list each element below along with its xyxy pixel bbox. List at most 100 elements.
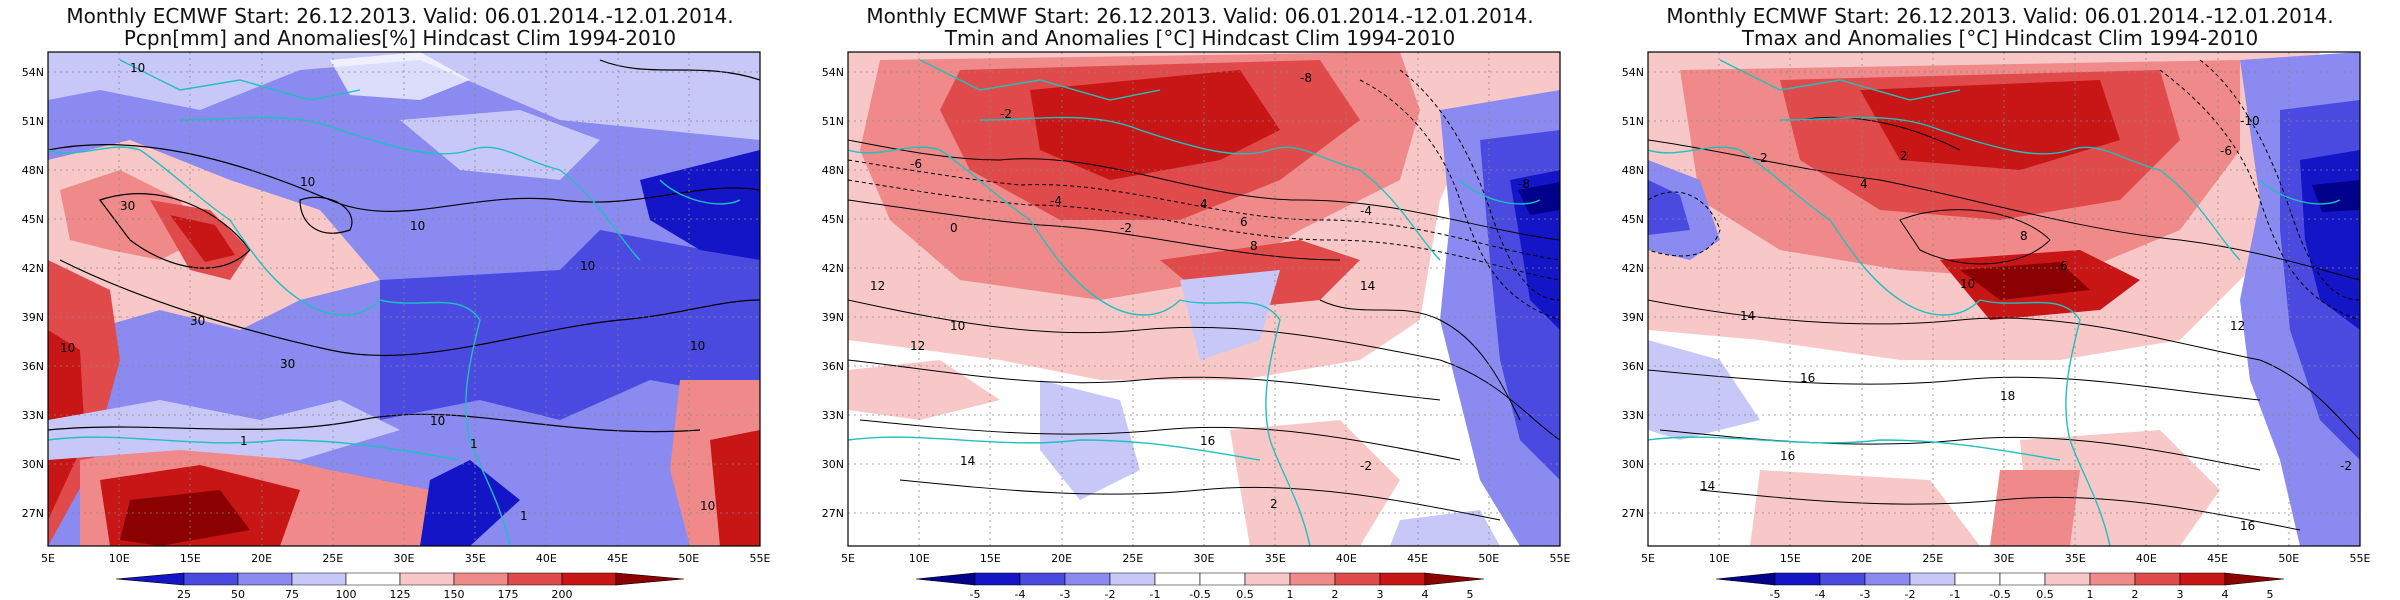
longitude-label: 5E	[841, 552, 855, 565]
contour-label: 10	[1960, 277, 1975, 291]
latitude-label: 51N	[1622, 115, 1644, 128]
latitude-label: 27N	[22, 507, 44, 520]
contour-label: 12	[910, 339, 925, 353]
colorbar-segment	[974, 572, 1021, 586]
contour-label: 10	[300, 175, 315, 189]
colorbar-label: -0.5	[1989, 588, 2010, 600]
contour-label: 4	[1860, 177, 1868, 191]
colorbar: -5 -4 -3 -2 -1 -0.5 0.5 1 2 3 4 5	[915, 572, 1485, 600]
colorbar-segment	[1109, 572, 1156, 586]
contour-label: -8	[1518, 177, 1530, 191]
contour-label: 16	[1780, 449, 1795, 463]
colorbar-label: 0.5	[2036, 588, 2054, 600]
contour-label: 10	[430, 414, 445, 428]
climatology-contours	[1648, 59, 2360, 531]
latitude-labels: 54N 51N 48N 45N 42N 39N 36N 33N 30N 27N	[822, 66, 844, 520]
contour-label: 10	[700, 499, 715, 513]
colorbar-label: -3	[1060, 588, 1071, 600]
contour-label: 2	[1270, 497, 1278, 511]
latitude-labels: 54N 51N 48N 45N 42N 39N 36N 33N 30N 27N	[1622, 66, 1644, 520]
contour-label: 6	[2060, 259, 2068, 273]
contour-label: 30	[190, 314, 205, 328]
graticule	[848, 52, 1560, 546]
latitude-label: 45N	[22, 213, 44, 226]
colorbar-label: 2	[1332, 588, 1339, 600]
panel-precipitation: Monthly ECMWF Start: 26.12.2013. Valid: …	[0, 0, 800, 600]
colorbar-segment	[507, 572, 563, 586]
longitude-label: 35E	[2065, 552, 2086, 565]
colorbar-segment	[345, 572, 401, 586]
colorbar-label: -2	[1905, 588, 1916, 600]
latitude-label: 30N	[22, 458, 44, 471]
colorbar-segment	[1864, 572, 1911, 586]
contour-label: 8	[1250, 239, 1258, 253]
panel-title-line1: Monthly ECMWF Start: 26.12.2013. Valid: …	[1666, 4, 2334, 28]
longitude-label: 40E	[2136, 552, 2157, 565]
contour-label: -10	[2240, 114, 2260, 128]
colorbar-label: -0.5	[1189, 588, 1210, 600]
contour-label: 1	[520, 509, 528, 523]
colorbar-segment	[1819, 572, 1866, 586]
contour-label: 16	[1800, 371, 1815, 385]
latitude-label: 36N	[1622, 360, 1644, 373]
contour-labels: 10 10 30 30 10 10 10 30 10 1 1 1 10 10	[60, 61, 715, 523]
colorbar-label: -1	[1950, 588, 1961, 600]
contour-label: 10	[410, 219, 425, 233]
colorbar-segment	[1154, 572, 1201, 586]
colorbar-label: 75	[285, 588, 299, 600]
longitude-label: 35E	[465, 552, 486, 565]
colorbar-segment	[2089, 572, 2136, 586]
coastlines	[848, 59, 1541, 546]
colorbar-label: 100	[336, 588, 357, 600]
panel-tmin: Monthly ECMWF Start: 26.12.2013. Valid: …	[800, 0, 1600, 600]
longitude-label: 20E	[1051, 552, 1072, 565]
longitude-label: 40E	[1336, 552, 1357, 565]
colorbar-segment	[1379, 572, 1426, 586]
map-frame	[47, 51, 761, 547]
colorbar-label: 4	[2222, 588, 2229, 600]
contour-label: -4	[1360, 204, 1372, 218]
latitude-label: 48N	[1622, 164, 1644, 177]
colorbar-segment	[1424, 572, 1485, 586]
panel-title-line2: Tmin and Anomalies [°C] Hindcast Clim 19…	[944, 26, 1456, 50]
longitude-labels: 5E 10E 15E 20E 25E 30E 35E 40E 45E 50E 55E	[41, 552, 770, 565]
longitude-label: 20E	[251, 552, 272, 565]
coastlines	[48, 59, 741, 546]
latitude-label: 51N	[22, 115, 44, 128]
contour-label: 30	[280, 357, 295, 371]
longitude-label: 25E	[1122, 552, 1143, 565]
longitude-label: 15E	[980, 552, 1001, 565]
contour-label: 14	[1740, 309, 1755, 323]
colorbar-segment	[2224, 572, 2285, 586]
latitude-label: 54N	[822, 66, 844, 79]
panel-title-line1: Monthly ECMWF Start: 26.12.2013. Valid: …	[866, 4, 1534, 28]
latitude-label: 30N	[1622, 458, 1644, 471]
latitude-label: 42N	[22, 262, 44, 275]
colorbar-segment	[291, 572, 347, 586]
graticule	[1648, 52, 2360, 546]
colorbar-segment	[1954, 572, 2001, 586]
latitude-label: 48N	[22, 164, 44, 177]
latitude-label: 33N	[1622, 409, 1644, 422]
contour-label: -2	[1360, 459, 1372, 473]
colorbar-segment	[1774, 572, 1821, 586]
longitude-label: 20E	[1851, 552, 1872, 565]
latitude-label: 27N	[822, 507, 844, 520]
latitude-label: 51N	[822, 115, 844, 128]
longitude-label: 45E	[2207, 552, 2228, 565]
contour-label: 10	[690, 339, 705, 353]
colorbar-segment	[399, 572, 455, 586]
colorbar-segment	[561, 572, 617, 586]
contour-label: -2	[1120, 221, 1132, 235]
latitude-label: 54N	[1622, 66, 1644, 79]
colorbar-segment	[1289, 572, 1336, 586]
longitude-label: 30E	[394, 552, 415, 565]
longitude-labels: 5E 10E 15E 20E 25E 30E 35E 40E 45E 50E 55E	[841, 552, 1570, 565]
colorbar-label: 3	[1377, 588, 1384, 600]
colorbar-label: 125	[390, 588, 411, 600]
contour-label: 10	[580, 259, 595, 273]
map-precipitation: 10 10 30 30 10 10 10 30 10 1 1 1 10 10 5…	[22, 51, 771, 600]
colorbar-segment	[2134, 572, 2181, 586]
latitude-labels: 54N 51N 48N 45N 42N 39N 36N 33N 30N 27N	[22, 66, 44, 520]
contour-label: 18	[2000, 389, 2015, 403]
